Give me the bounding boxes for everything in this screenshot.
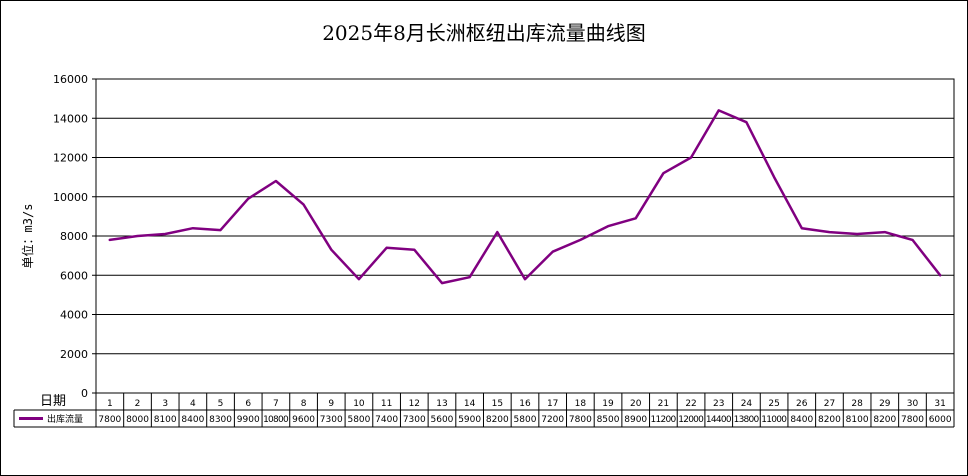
data-label: 13800 <box>734 415 760 425</box>
data-label: 14400 <box>706 415 732 425</box>
data-label: 8400 <box>181 415 204 425</box>
y-tick-label: 0 <box>81 387 88 400</box>
x-tick-label: 16 <box>519 399 531 409</box>
y-axis-label: 单位：m3/s <box>20 204 35 269</box>
y-tick-label: 2000 <box>60 348 88 361</box>
data-label: 8100 <box>154 415 177 425</box>
y-tick-label: 8000 <box>60 230 88 243</box>
x-tick-label: 24 <box>741 399 753 409</box>
series-line <box>108 109 942 285</box>
data-label: 5600 <box>431 415 454 425</box>
x-tick-label: 1 <box>107 399 113 409</box>
x-tick-label: 21 <box>658 399 669 409</box>
x-tick-label: 15 <box>492 399 503 409</box>
x-tick-label: 14 <box>464 399 476 409</box>
x-axis-label: 日期 <box>40 394 66 409</box>
x-tick-label: 8 <box>301 399 307 409</box>
data-label: 5900 <box>458 415 481 425</box>
x-tick-label: 19 <box>602 399 614 409</box>
data-label: 5800 <box>347 415 370 425</box>
data-label: 8200 <box>486 415 509 425</box>
data-label: 8900 <box>624 415 647 425</box>
data-label: 7800 <box>901 415 924 425</box>
x-tick-label: 3 <box>162 399 168 409</box>
data-label: 7400 <box>375 415 398 425</box>
data-label: 5800 <box>514 415 537 425</box>
data-label: 8200 <box>873 415 896 425</box>
data-label: 6000 <box>929 415 952 425</box>
x-tick-label: 9 <box>328 399 334 409</box>
x-tick-label: 5 <box>218 399 224 409</box>
data-label: 7300 <box>403 415 426 425</box>
data-label: 12000 <box>678 415 704 425</box>
x-tick-label: 20 <box>630 399 642 409</box>
data-label: 9900 <box>237 415 260 425</box>
data-label: 11000 <box>761 415 787 425</box>
data-label: 8400 <box>790 415 813 425</box>
x-tick-label: 6 <box>245 399 251 409</box>
data-label: 7800 <box>98 415 121 425</box>
y-tick-label: 12000 <box>53 152 88 165</box>
y-tick-label: 14000 <box>53 112 88 125</box>
data-label: 7300 <box>320 415 343 425</box>
x-tick-label: 11 <box>381 399 392 409</box>
x-tick-label: 12 <box>409 399 420 409</box>
data-label: 10800 <box>263 415 289 425</box>
x-tick-label: 28 <box>851 399 863 409</box>
data-label: 7200 <box>541 415 564 425</box>
x-tick-label: 26 <box>796 399 808 409</box>
x-tick-label: 4 <box>190 399 196 409</box>
x-tick-label: 23 <box>713 399 724 409</box>
x-tick-label: 10 <box>353 399 365 409</box>
x-tick-label: 27 <box>824 399 835 409</box>
data-label: 8100 <box>846 415 869 425</box>
legend-label: 出库流量 <box>47 413 83 425</box>
y-tick-label: 4000 <box>60 309 88 322</box>
x-tick-label: 30 <box>907 399 919 409</box>
data-label: 11200 <box>651 415 677 425</box>
data-label: 8500 <box>597 415 620 425</box>
x-tick-label: 22 <box>685 399 696 409</box>
data-label: 7800 <box>569 415 592 425</box>
x-tick-label: 18 <box>575 399 587 409</box>
y-tick-label: 16000 <box>53 73 88 86</box>
x-tick-label: 2 <box>135 399 141 409</box>
x-tick-label: 25 <box>768 399 779 409</box>
x-tick-label: 7 <box>273 399 279 409</box>
x-tick-label: 13 <box>436 399 447 409</box>
data-label: 8000 <box>126 415 149 425</box>
x-tick-label: 29 <box>879 399 891 409</box>
chart-title: 2025年8月长洲枢纽出库流量曲线图 <box>322 21 646 45</box>
data-label: 8200 <box>818 415 841 425</box>
y-tick-label: 10000 <box>53 191 88 204</box>
data-label: 8300 <box>209 415 232 425</box>
data-label: 9600 <box>292 415 315 425</box>
x-tick-label: 17 <box>547 399 558 409</box>
x-tick-label: 31 <box>934 399 945 409</box>
y-tick-label: 6000 <box>60 269 88 282</box>
